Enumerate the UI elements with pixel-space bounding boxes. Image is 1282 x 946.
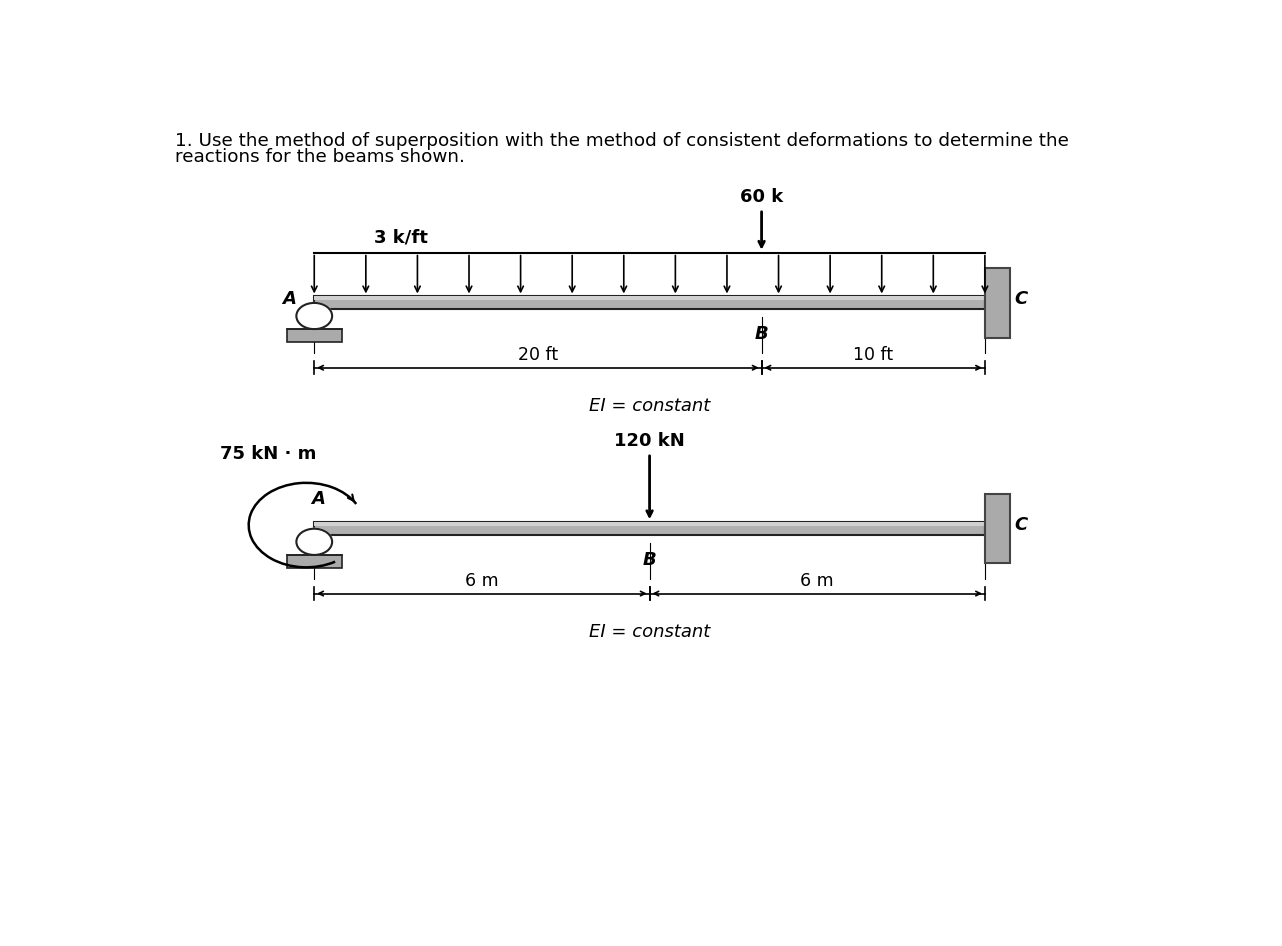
- Text: 20 ft: 20 ft: [518, 346, 558, 364]
- Text: 6 m: 6 m: [800, 572, 835, 590]
- Text: B: B: [755, 325, 768, 343]
- Text: C: C: [1015, 290, 1028, 308]
- Text: 1. Use the method of superposition with the method of consistent deformations to: 1. Use the method of superposition with …: [176, 131, 1069, 149]
- Text: reactions for the beams shown.: reactions for the beams shown.: [176, 149, 465, 166]
- Text: 3 k/ft: 3 k/ft: [374, 229, 428, 247]
- Bar: [287, 329, 341, 342]
- Bar: [314, 522, 985, 535]
- Text: 6 m: 6 m: [465, 572, 499, 590]
- Bar: [314, 522, 985, 526]
- Bar: [314, 296, 985, 309]
- Text: 120 kN: 120 kN: [614, 432, 685, 450]
- Bar: [314, 296, 985, 300]
- Text: EI = constant: EI = constant: [588, 622, 710, 640]
- Text: 60 k: 60 k: [740, 188, 783, 206]
- Text: C: C: [1015, 517, 1028, 534]
- Bar: [985, 269, 1010, 338]
- Text: EI = constant: EI = constant: [588, 397, 710, 415]
- Text: 10 ft: 10 ft: [854, 346, 894, 364]
- Circle shape: [296, 529, 332, 555]
- Bar: [287, 555, 341, 568]
- Text: B: B: [642, 552, 656, 569]
- Text: 75 kN · m: 75 kN · m: [221, 446, 317, 464]
- Circle shape: [296, 303, 332, 329]
- Text: A: A: [282, 290, 296, 308]
- Text: A: A: [312, 490, 326, 508]
- Bar: [985, 494, 1010, 563]
